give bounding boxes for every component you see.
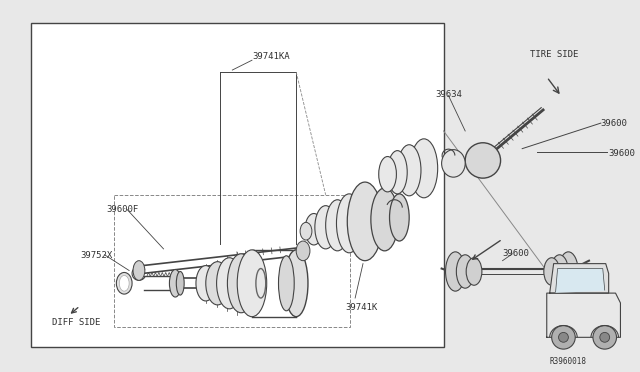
Ellipse shape — [465, 143, 500, 178]
Ellipse shape — [133, 261, 145, 280]
Ellipse shape — [388, 151, 407, 194]
Ellipse shape — [206, 262, 229, 305]
Text: 39600: 39600 — [609, 149, 636, 158]
Ellipse shape — [227, 254, 255, 313]
Text: 39634: 39634 — [436, 90, 463, 99]
Ellipse shape — [390, 194, 409, 241]
Text: 39600: 39600 — [502, 249, 529, 258]
Ellipse shape — [170, 270, 181, 297]
Ellipse shape — [315, 206, 337, 249]
Ellipse shape — [466, 258, 482, 285]
Ellipse shape — [410, 139, 438, 198]
Text: 39600F: 39600F — [106, 205, 139, 214]
Text: TIRE SIDE: TIRE SIDE — [530, 50, 579, 60]
Ellipse shape — [544, 258, 559, 285]
Text: 39741K: 39741K — [346, 303, 378, 312]
Text: DIFF SIDE: DIFF SIDE — [52, 318, 101, 327]
Ellipse shape — [456, 255, 474, 288]
Ellipse shape — [216, 258, 242, 309]
Ellipse shape — [300, 222, 312, 240]
Ellipse shape — [326, 200, 349, 251]
Text: 39752X: 39752X — [80, 251, 112, 260]
Circle shape — [593, 326, 616, 349]
Circle shape — [552, 326, 575, 349]
Circle shape — [559, 333, 568, 342]
Ellipse shape — [397, 145, 421, 196]
Ellipse shape — [379, 157, 396, 192]
Polygon shape — [550, 264, 609, 293]
Ellipse shape — [445, 252, 465, 291]
Ellipse shape — [284, 250, 308, 317]
Bar — [31, 23, 444, 347]
Ellipse shape — [196, 266, 216, 301]
Ellipse shape — [337, 194, 362, 253]
Bar — [115, 195, 350, 327]
Ellipse shape — [550, 255, 568, 288]
Ellipse shape — [237, 250, 267, 317]
Text: 39600: 39600 — [601, 119, 628, 128]
Ellipse shape — [296, 241, 310, 261]
Ellipse shape — [278, 256, 294, 311]
Ellipse shape — [176, 272, 184, 295]
Polygon shape — [556, 269, 605, 292]
Ellipse shape — [559, 252, 578, 291]
Ellipse shape — [348, 182, 383, 261]
Text: R3960018: R3960018 — [550, 357, 587, 366]
Ellipse shape — [442, 150, 465, 177]
Circle shape — [600, 333, 610, 342]
Ellipse shape — [305, 214, 323, 245]
Polygon shape — [547, 293, 620, 337]
Ellipse shape — [116, 272, 132, 294]
Ellipse shape — [371, 188, 398, 251]
Ellipse shape — [119, 275, 129, 291]
Text: 39741KA: 39741KA — [252, 52, 289, 61]
